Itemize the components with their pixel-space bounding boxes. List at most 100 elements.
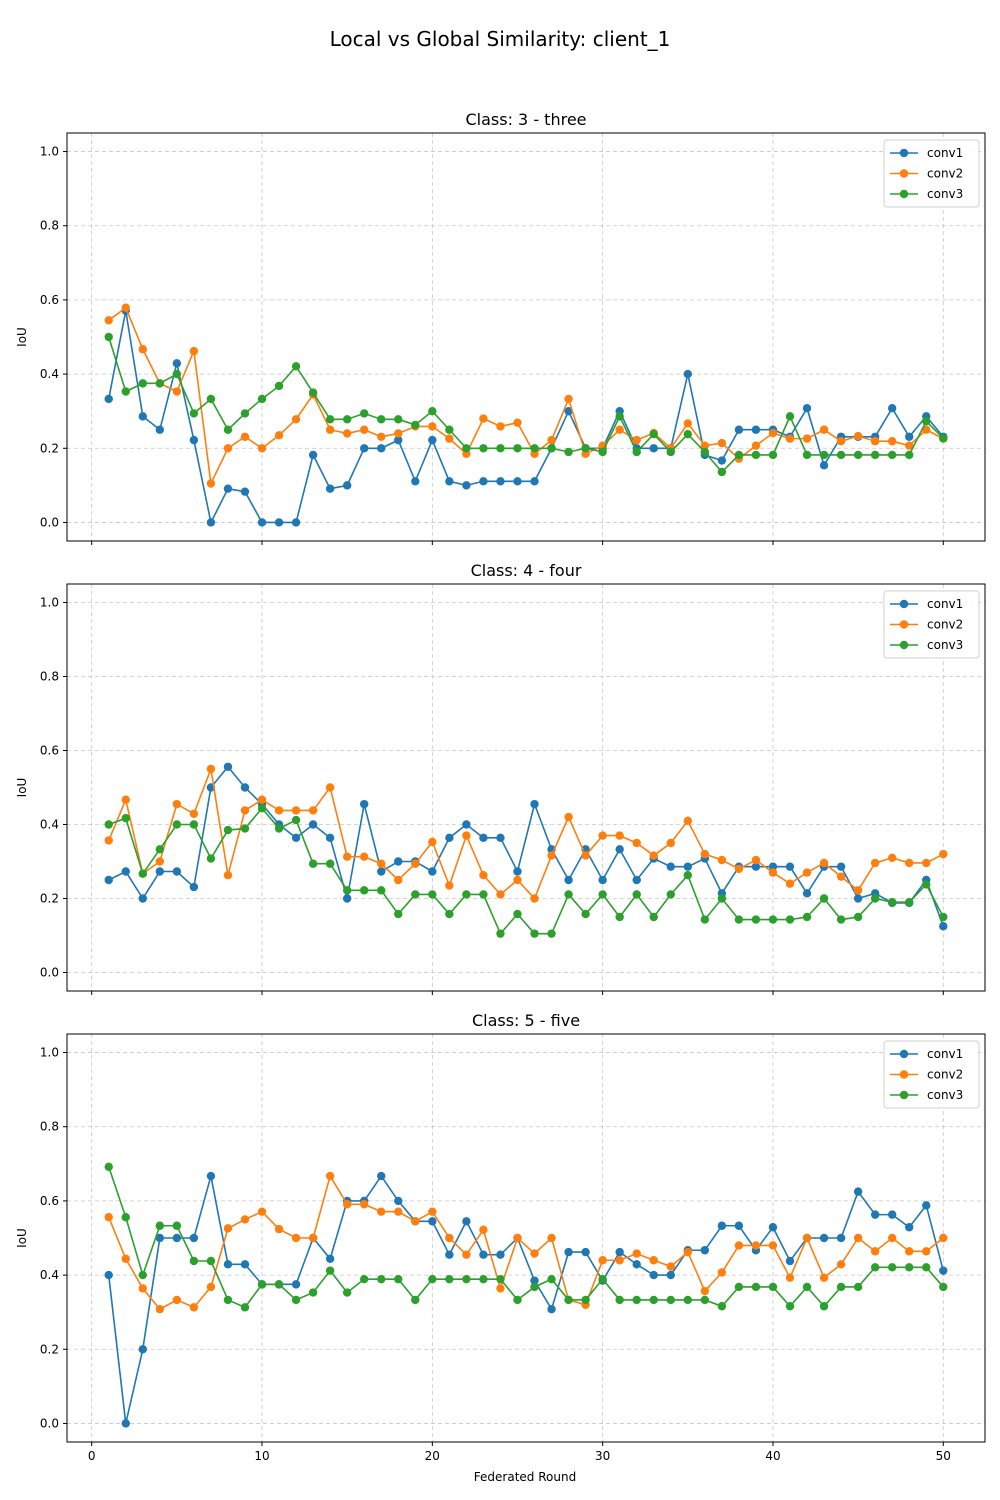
data-point-conv2 [768,1241,778,1250]
data-point-conv2 [666,838,675,848]
data-point-conv3 [802,450,812,460]
data-point-conv1 [223,1260,233,1269]
y-tick-label: 0.6 [40,744,59,758]
legend-marker [899,1070,909,1079]
data-point-conv2 [342,852,352,861]
data-point-conv3 [564,1295,573,1305]
data-point-conv2 [104,316,113,325]
data-point-conv3 [530,929,539,938]
data-point-conv1 [768,862,778,871]
data-point-conv1 [274,518,284,527]
data-point-conv1 [172,1233,182,1243]
data-point-conv2 [428,1207,437,1216]
data-point-conv1 [104,875,113,885]
data-point-conv1 [887,1210,897,1219]
y-tick-label: 0.6 [40,293,59,307]
data-point-conv2 [632,838,641,848]
data-point-conv3 [581,909,590,919]
data-point-conv1 [189,1233,199,1243]
data-point-conv1 [394,1196,403,1206]
data-point-conv2 [819,1273,829,1282]
data-point-conv1 [172,867,182,876]
data-point-conv3 [172,820,182,829]
data-point-conv2 [206,1282,216,1292]
data-point-conv2 [870,1247,880,1256]
data-point-conv3 [922,880,931,889]
data-point-conv3 [734,1282,744,1292]
data-point-conv2 [802,1233,812,1243]
data-point-conv1 [325,484,335,493]
data-point-conv3 [189,820,199,829]
data-point-conv3 [189,1256,199,1266]
data-point-conv3 [274,1280,284,1289]
data-point-conv2 [700,441,710,450]
data-point-conv3 [836,915,846,924]
data-point-conv2 [445,881,454,890]
data-point-conv2 [291,806,301,815]
y-tick-label: 0.2 [40,892,59,906]
data-point-conv2 [870,437,880,446]
data-point-conv3 [768,450,778,460]
data-point-conv2 [223,870,233,880]
data-point-conv3 [104,820,113,829]
data-point-conv3 [939,1282,948,1292]
data-point-conv3 [649,912,658,922]
data-point-conv2 [308,806,318,815]
data-point-conv1 [564,406,573,416]
data-point-conv2 [853,1233,863,1243]
data-point-conv3 [649,429,658,439]
data-point-conv2 [649,1256,658,1265]
data-point-conv1 [428,1217,437,1226]
data-point-conv2 [717,1268,727,1277]
data-point-conv3 [922,416,931,426]
data-point-conv2 [615,425,624,434]
legend-marker [899,148,909,158]
data-point-conv2 [325,425,335,434]
data-point-conv2 [922,858,931,868]
data-point-conv1 [155,867,165,876]
data-point-conv3 [632,1295,641,1305]
data-point-conv3 [870,894,880,903]
data-point-conv3 [291,815,301,825]
data-point-conv1 [138,412,147,421]
data-point-conv3 [530,444,539,453]
data-point-conv1 [172,359,182,368]
data-point-conv1 [717,1221,727,1230]
data-point-conv2 [530,894,539,903]
plot-frame [66,583,986,992]
y-tick-label: 1.0 [40,1046,59,1060]
data-point-conv2 [394,429,403,438]
data-point-conv3 [785,412,795,421]
data-point-conv3 [598,890,607,899]
data-point-conv1 [615,1247,624,1257]
data-point-conv1 [615,845,624,854]
data-point-conv1 [598,875,607,885]
y-tick-label: 0.2 [40,441,59,455]
data-point-conv2 [496,1284,505,1293]
data-point-conv1 [751,862,761,871]
y-axis-label: IoU [15,778,29,798]
data-point-conv1 [411,477,420,486]
data-point-conv3 [479,444,488,453]
data-point-conv2 [785,434,795,443]
data-point-conv3 [564,447,573,457]
data-point-conv1 [121,867,130,876]
data-point-conv3 [360,886,369,895]
data-point-conv2 [513,1233,522,1243]
data-point-conv3 [564,890,573,899]
data-point-conv1 [104,394,113,404]
data-point-conv2 [785,879,795,888]
data-point-conv1 [632,875,641,885]
data-point-conv2 [308,1233,318,1243]
data-point-conv3 [768,1282,778,1292]
data-point-conv1 [734,1221,744,1230]
figure-title: Local vs Global Similarity: client_1 [330,27,671,51]
data-point-conv3 [905,1263,914,1272]
data-point-conv3 [155,1221,165,1230]
data-point-conv2 [342,429,352,438]
data-point-conv1 [513,477,522,486]
series-conv1 [104,762,948,931]
data-point-conv3 [479,1274,488,1284]
data-point-conv1 [939,922,948,931]
data-point-conv3 [717,1302,727,1311]
